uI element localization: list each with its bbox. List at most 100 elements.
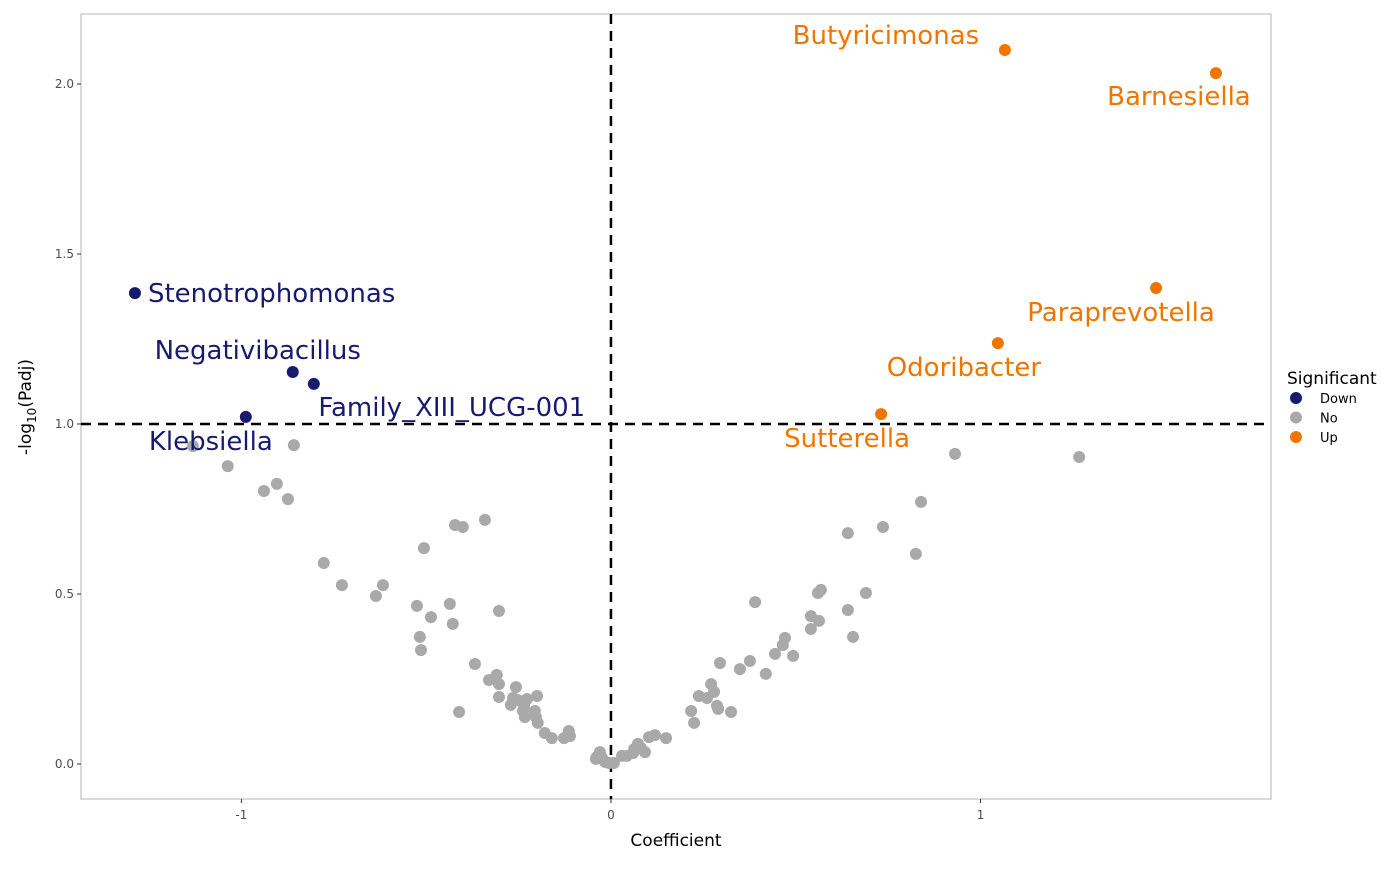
point-no: [545, 732, 558, 745]
point-down: [286, 365, 299, 378]
y-tick-label: 0.5: [55, 587, 74, 601]
point-no: [708, 685, 721, 698]
point-no: [456, 521, 469, 534]
legend-key-no: [1290, 411, 1302, 424]
y-tick-label: 0.0: [55, 757, 74, 771]
point-no: [270, 477, 283, 490]
point-no: [563, 730, 576, 743]
point-no: [759, 667, 772, 680]
point-no: [859, 586, 872, 599]
point-no: [749, 596, 762, 609]
point-no: [743, 654, 756, 667]
point-no: [453, 705, 466, 718]
legend-key-down: [1290, 392, 1302, 404]
point-no: [733, 663, 746, 676]
point-no: [813, 614, 826, 627]
point-label: Barnesiella: [1107, 82, 1251, 112]
point-no: [221, 460, 234, 473]
point-label: Sutterella: [784, 424, 910, 454]
point-label: Paraprevotella: [1027, 298, 1215, 328]
legend-label: Up: [1320, 431, 1338, 446]
point-no: [509, 681, 522, 694]
y-axis-title-main: -log: [16, 423, 36, 455]
point-no: [841, 603, 854, 616]
point-down: [128, 287, 141, 300]
point-up: [875, 408, 888, 421]
legend-key-up: [1290, 431, 1302, 443]
point-no: [725, 705, 738, 718]
y-tick-label: 1.5: [55, 247, 74, 261]
point-no: [814, 583, 827, 596]
point-label: Negativibacillus: [155, 336, 361, 366]
y-axis-title-sub: 10: [25, 408, 39, 423]
x-tick-label: 1: [977, 808, 985, 822]
point-down: [307, 377, 320, 390]
point-no: [787, 649, 800, 662]
point-no: [281, 493, 294, 506]
point-no: [478, 513, 491, 526]
point-no: [685, 704, 698, 717]
point-no: [1073, 450, 1086, 463]
point-no: [949, 447, 962, 460]
point-no: [769, 647, 782, 660]
point-no: [804, 623, 817, 636]
point-up: [991, 337, 1004, 350]
point-no: [443, 597, 456, 610]
point-no: [446, 617, 459, 630]
point-down: [239, 410, 252, 423]
point-no: [410, 599, 423, 612]
y-tick-label: 2.0: [55, 77, 74, 91]
point-no: [492, 678, 505, 691]
point-up: [1209, 67, 1222, 80]
point-no: [531, 689, 544, 702]
point-label: Stenotrophomonas: [148, 279, 395, 309]
point-no: [847, 630, 860, 643]
point-no: [607, 756, 620, 769]
point-no: [376, 579, 389, 592]
point-no: [186, 440, 199, 453]
legend-label: No: [1320, 412, 1338, 427]
point-up: [998, 44, 1011, 57]
point-no: [415, 644, 427, 657]
point-no: [257, 484, 270, 497]
point-no: [531, 716, 544, 729]
point-label: Odoribacter: [887, 353, 1042, 383]
point-no: [712, 702, 725, 715]
point-no: [490, 668, 503, 681]
point-label: Klebsiella: [149, 427, 273, 457]
point-no: [660, 732, 673, 745]
point-label: Family_XIII_UCG-001: [318, 393, 585, 423]
point-no: [648, 729, 661, 742]
point-no: [909, 547, 922, 560]
y-tick-label: 1.0: [55, 417, 74, 431]
point-no: [492, 691, 505, 704]
point-no: [876, 521, 889, 534]
y-axis-title-tail: (Padj): [16, 359, 36, 408]
point-no: [841, 527, 854, 540]
point-no: [638, 746, 651, 759]
point-label: Butyricimonas: [793, 21, 980, 51]
point-no: [688, 716, 701, 729]
point-no: [468, 658, 481, 671]
point-no: [417, 542, 430, 555]
point-no: [713, 657, 726, 670]
point-no: [335, 579, 348, 592]
y-axis-title: -log10(Padj): [16, 359, 39, 455]
legend-label: Down: [1320, 392, 1357, 407]
point-no: [521, 693, 534, 706]
point-no: [317, 557, 330, 570]
point-no: [287, 439, 300, 452]
legend: Significant Down No Up: [1287, 369, 1377, 446]
point-no: [915, 495, 928, 508]
point-no: [413, 630, 426, 643]
point-no: [369, 590, 382, 603]
point-no: [779, 631, 792, 644]
point-up: [1150, 282, 1163, 295]
legend-title: Significant: [1287, 369, 1377, 389]
point-no: [424, 611, 437, 624]
x-tick-label: 0: [607, 808, 615, 822]
x-tick-label: -1: [235, 808, 247, 822]
point-no: [518, 711, 531, 724]
point-no: [504, 698, 517, 711]
